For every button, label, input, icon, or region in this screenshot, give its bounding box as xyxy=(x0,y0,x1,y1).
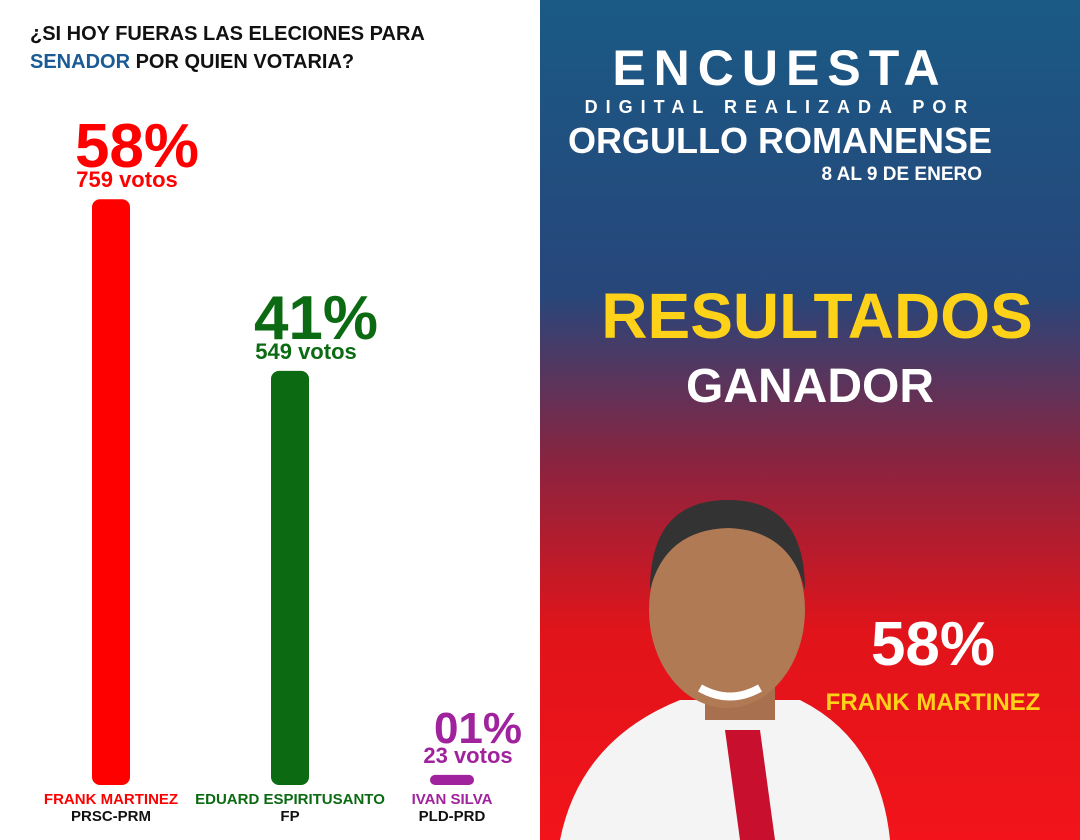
winner-name: FRANK MARTINEZ xyxy=(826,689,1041,716)
results: RESULTADOS xyxy=(601,280,1032,352)
portrait xyxy=(560,500,890,840)
winner-heading: GANADOR xyxy=(686,360,934,413)
vote-label: 549 votos xyxy=(255,339,357,364)
title-highlight: SENADOR xyxy=(30,51,131,73)
value-label: 58% xyxy=(75,112,199,181)
party-label: PRSC-PRM xyxy=(71,808,151,825)
party-label: FP xyxy=(280,808,299,825)
info-panel xyxy=(540,0,1080,840)
winner-share: 58% xyxy=(871,610,995,679)
category-label: IVAN SILVA xyxy=(412,791,493,808)
value-label: 01% xyxy=(434,704,522,753)
heading: ENCUESTA xyxy=(612,40,947,96)
value-label: 41% xyxy=(254,284,378,353)
dates: 8 AL 9 DE ENERO xyxy=(822,164,983,185)
bar xyxy=(271,370,309,785)
category-label: EDUARD ESPIRITUSANTO xyxy=(195,791,385,808)
chart-title: SENADOR POR QUIEN VOTARIA? xyxy=(30,51,354,73)
bar xyxy=(92,199,130,785)
title-rest: POR QUIEN VOTARIA? xyxy=(136,51,355,73)
organizer: ORGULLO ROMANENSE xyxy=(568,120,992,161)
vote-label: 23 votos xyxy=(423,743,512,768)
bar xyxy=(430,774,474,785)
chart-panel xyxy=(0,0,540,840)
category-label: FRANK MARTINEZ xyxy=(44,791,178,808)
subheading: DIGITAL REALIZADA POR xyxy=(585,97,976,117)
party-label: PLD-PRD xyxy=(419,808,486,825)
vote-label: 759 votos xyxy=(76,167,178,192)
chart-title: ¿SI HOY FUERAS LAS ELECIONES PARA xyxy=(30,23,425,45)
